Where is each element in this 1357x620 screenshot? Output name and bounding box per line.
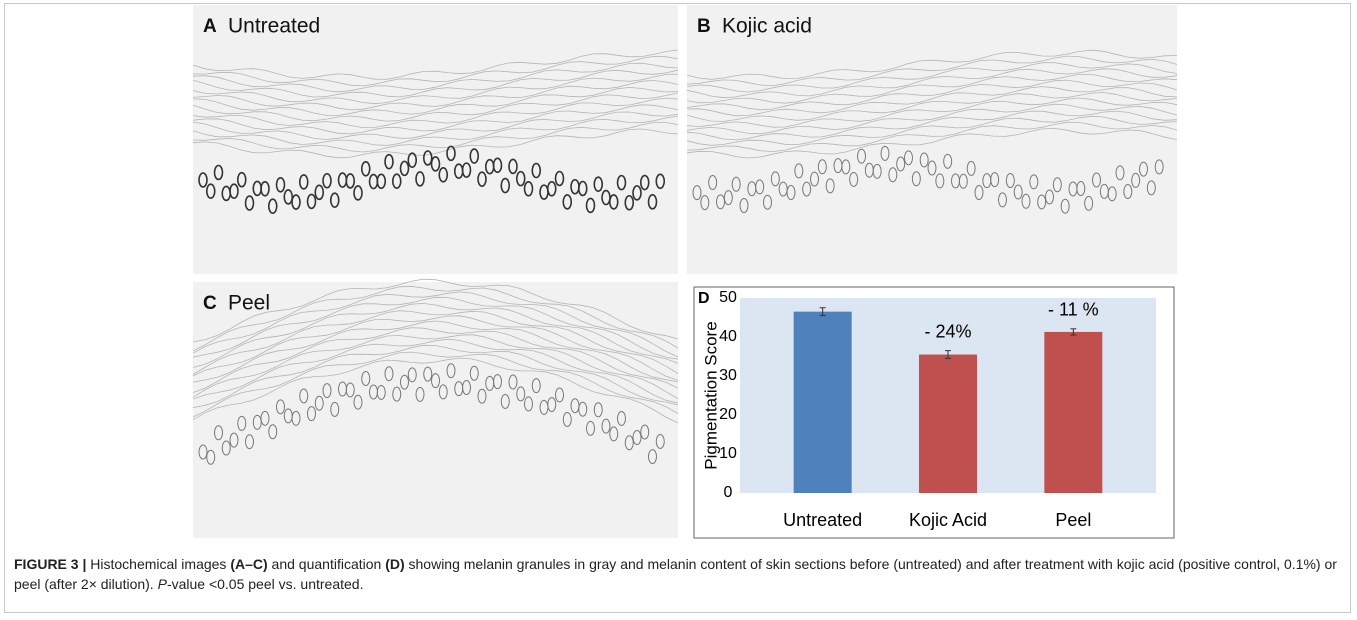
figure: A Untreated B Kojic acid C Peel D Pigmentation … — [0, 0, 1357, 552]
bar — [919, 355, 977, 493]
y-tick-label: 30 — [719, 367, 737, 384]
x-tick-label: Peel — [1055, 510, 1091, 530]
bar — [1044, 332, 1102, 493]
caption-segment: Histochemical images — [86, 556, 230, 572]
y-tick-label: 10 — [719, 445, 737, 462]
micrograph — [193, 282, 678, 538]
y-tick-label: 40 — [719, 328, 737, 345]
y-tick-label: 20 — [719, 406, 737, 423]
caption-segment: and quantification — [268, 556, 386, 572]
caption-segment: P — [158, 576, 167, 592]
caption-segment: FIGURE 3 | — [14, 556, 86, 572]
panel-letter: C — [203, 293, 217, 314]
caption: FIGURE 3 | Histochemical images (A–C) an… — [14, 554, 1339, 594]
x-tick-label: Kojic Acid — [909, 510, 987, 530]
micrograph — [193, 5, 678, 274]
bar — [794, 312, 852, 493]
panel-label: Untreated — [228, 15, 320, 38]
caption-segment: (A–C) — [230, 556, 267, 572]
x-tick-label: Untreated — [783, 510, 862, 530]
y-tick-label: 0 — [724, 484, 733, 501]
panel-label: Kojic acid — [722, 15, 812, 38]
y-tick-label: 50 — [719, 289, 737, 306]
panel-letter: A — [203, 16, 217, 37]
panel-label: Peel — [228, 292, 270, 315]
panel-letter: B — [697, 16, 711, 37]
annotation: - 11 % — [1048, 300, 1099, 320]
caption-segment: -value <0.05 peel vs. untreated. — [167, 576, 364, 592]
caption-segment: (D) — [385, 556, 404, 572]
y-axis-label: Pigmentation Score — [701, 321, 720, 469]
micrograph — [687, 5, 1177, 274]
panel-letter: D — [698, 290, 710, 307]
annotation: - 24% — [924, 321, 971, 341]
page: A Untreated B Kojic acid C Peel D Pigmentation … — [0, 0, 1357, 620]
